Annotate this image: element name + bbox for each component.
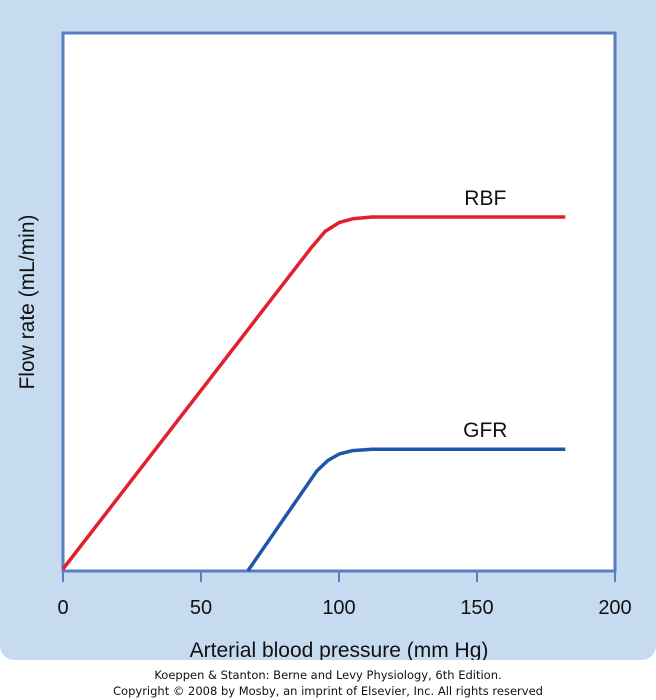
x-tick-label-150: 150 [460,597,493,619]
line-chart: RBF GFR 0 50 100 150 200 Arterial blood press… [16,31,632,660]
x-tick-label-50: 50 [190,597,212,619]
x-axis-ticks: 0 50 100 150 200 [57,571,632,619]
gfr-series-line [246,447,566,572]
rbf-series-line [61,215,566,571]
x-tick-label-200: 200 [598,597,631,619]
rbf-series-label: RBF [464,187,506,210]
gfr-series-label: GFR [463,419,507,442]
plot-area [61,31,617,573]
credit-line-2: Copyright © 2008 by Mosby, an imprint of… [113,684,543,698]
y-axis-label: Flow rate (mL/min) [16,214,39,389]
series-layer: RBF GFR [61,187,566,572]
x-tick-label-0: 0 [57,597,68,619]
x-axis-label: Arterial blood pressure (mm Hg) [190,639,489,660]
x-tick-label-100: 100 [322,597,355,619]
credit-line-1: Koeppen & Stanton: Berne and Levy Physio… [154,668,502,682]
